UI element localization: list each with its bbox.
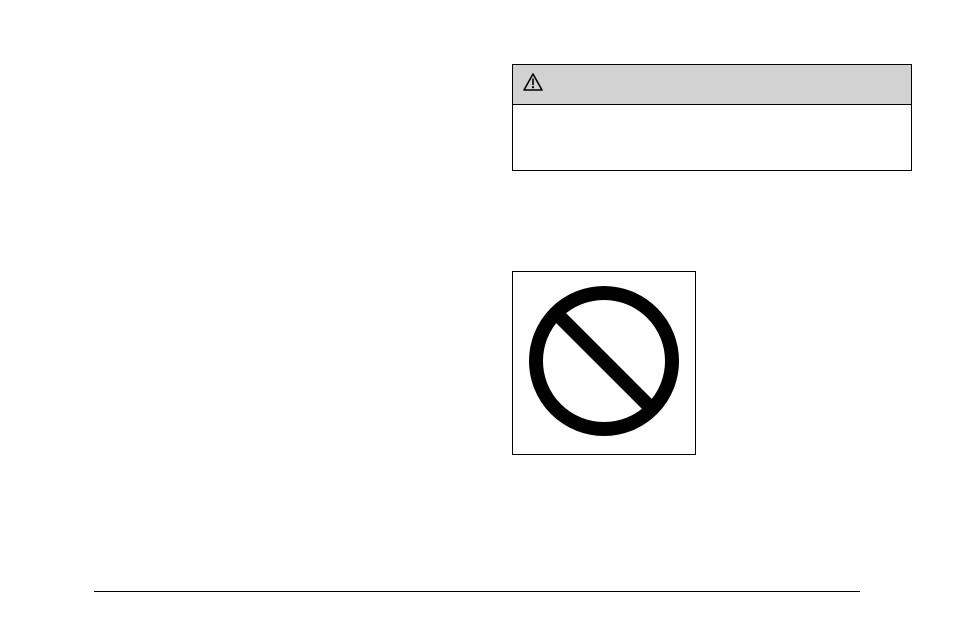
caution-callout-header bbox=[513, 65, 911, 105]
prohibition-icon bbox=[524, 281, 684, 446]
caution-callout-body bbox=[513, 105, 911, 170]
document-page bbox=[0, 0, 954, 636]
caution-triangle-icon bbox=[523, 73, 543, 96]
footer-horizontal-rule bbox=[94, 591, 860, 592]
caution-callout-box bbox=[512, 64, 912, 171]
prohibition-figure-box bbox=[512, 271, 696, 455]
